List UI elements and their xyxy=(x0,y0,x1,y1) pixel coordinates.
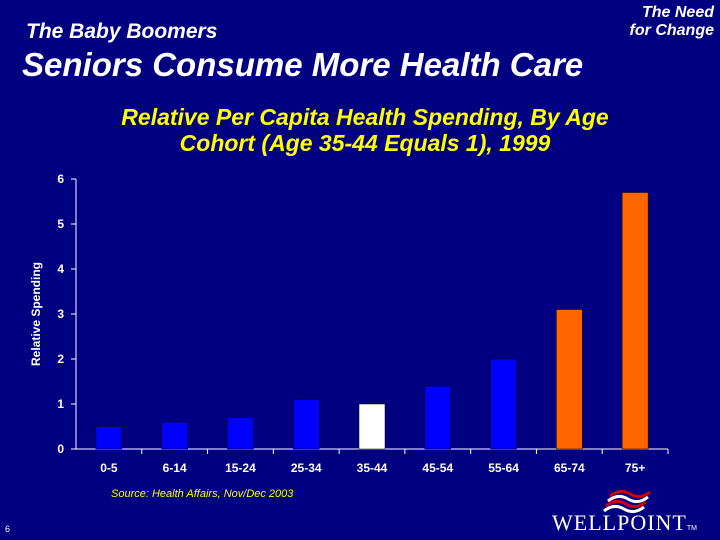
x-tick-label: 55-64 xyxy=(488,461,519,475)
x-tick-label: 45-54 xyxy=(422,461,453,475)
bar-75+ xyxy=(621,192,649,450)
x-tick-label: 65-74 xyxy=(554,461,585,475)
slide-title: Seniors Consume More Health Care xyxy=(22,46,584,83)
y-tick-label: 1 xyxy=(57,397,64,411)
corner-caption: The Need for Change xyxy=(630,4,714,40)
bar-15-24 xyxy=(227,417,254,450)
y-tick-label: 2 xyxy=(57,352,64,366)
bar-45-54 xyxy=(424,385,452,450)
x-tick-label: 75+ xyxy=(625,461,645,475)
x-tick-label: 6-14 xyxy=(163,461,187,475)
y-tick-label: 0 xyxy=(57,442,64,456)
logo-wordmark: WELLPOINTTM xyxy=(552,510,712,536)
section-subtitle: The Baby Boomers xyxy=(26,20,218,43)
bar-65-74 xyxy=(556,309,583,450)
x-tick-label: 15-24 xyxy=(225,461,256,475)
bar-25-34 xyxy=(292,399,320,450)
y-tick-label: 4 xyxy=(57,262,64,276)
bar-55-64 xyxy=(490,358,517,450)
chart-title: Relative Per Capita Health Spending, By … xyxy=(60,104,670,156)
y-tick-label: 5 xyxy=(57,217,64,231)
bar-35-44 xyxy=(358,403,386,450)
y-tick-label: 3 xyxy=(57,307,64,321)
source-note: Source: Health Affairs, Nov/Dec 2003 xyxy=(111,488,294,500)
bar-6-14 xyxy=(161,421,188,450)
chart-title-line1: Relative Per Capita Health Spending, By … xyxy=(121,104,609,130)
flag-icon xyxy=(603,489,651,514)
x-tick-label: 0-5 xyxy=(100,461,118,475)
corner-caption-line2: for Change xyxy=(629,22,714,39)
x-tick-label: 25-34 xyxy=(291,461,322,475)
page-number: 6 xyxy=(5,524,11,534)
wellpoint-logo: WELLPOINTTM xyxy=(552,484,712,536)
y-axis-label: Relative Spending xyxy=(29,262,43,366)
logo-text: WELLPOINT xyxy=(552,510,687,535)
x-tick-label: 35-44 xyxy=(357,461,388,475)
y-tick-label: 6 xyxy=(57,172,64,186)
chart-title-line2: Cohort (Age 35-44 Equals 1), 1999 xyxy=(179,130,551,156)
corner-caption-line1: The Need xyxy=(641,4,714,21)
logo-trademark: TM xyxy=(686,525,697,532)
bar-0-5 xyxy=(95,426,123,450)
